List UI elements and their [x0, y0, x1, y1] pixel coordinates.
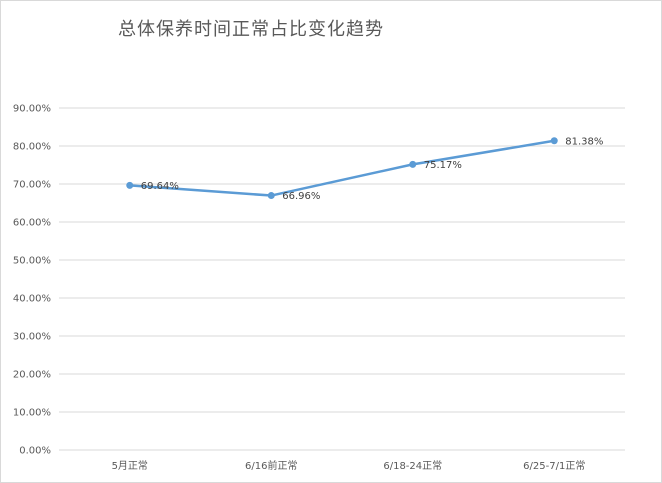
y-tick-label: 30.00% — [13, 332, 51, 343]
data-label: 75.17% — [424, 160, 462, 171]
y-tick-label: 40.00% — [13, 294, 51, 305]
y-tick-label: 0.00% — [19, 446, 51, 457]
x-tick-label: 6/18-24正常 — [383, 459, 442, 472]
x-tick-label: 5月正常 — [112, 459, 148, 472]
y-tick-label: 50.00% — [13, 256, 51, 267]
data-point — [550, 137, 558, 145]
data-label: 69.64% — [141, 181, 179, 192]
data-label: 66.96% — [282, 191, 320, 202]
series-line — [128, 139, 556, 197]
data-point — [409, 160, 417, 168]
chart-title: 总体保养时间正常占比变化趋势 — [118, 19, 384, 40]
y-tick-label: 20.00% — [13, 370, 51, 381]
x-tick-label: 6/25-7/1正常 — [523, 459, 585, 472]
x-tick-label: 6/16前正常 — [245, 459, 297, 472]
y-tick-label: 80.00% — [13, 142, 51, 153]
y-tick-label: 60.00% — [13, 218, 51, 229]
y-tick-label: 10.00% — [13, 408, 51, 419]
data-point — [126, 181, 134, 189]
y-tick-label: 70.00% — [13, 180, 51, 191]
data-label: 81.38% — [565, 136, 603, 147]
data-point — [267, 192, 275, 200]
y-tick-label: 90.00% — [13, 104, 51, 115]
